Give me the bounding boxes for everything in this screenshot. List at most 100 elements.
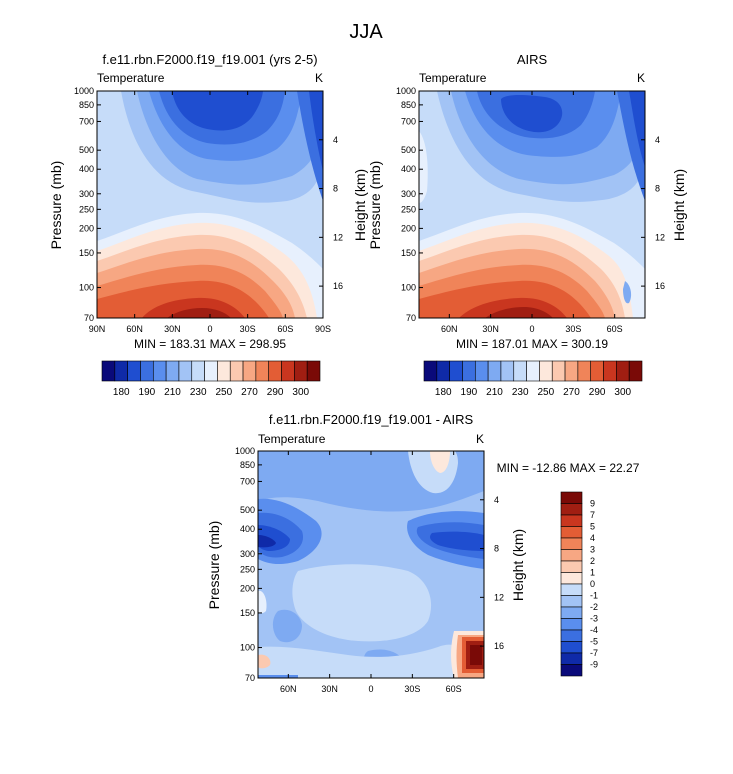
y2-axis-label: Height (km): [671, 169, 687, 241]
y-tick-label: 150: [401, 248, 416, 258]
y-tick-label: 150: [79, 248, 94, 258]
colorbar-box: [487, 360, 502, 382]
colorbar-label: -9: [590, 660, 598, 670]
y-tick-label: 700: [79, 116, 94, 126]
min-max-stats: MIN = 183.31 MAX = 298.95: [134, 337, 286, 351]
y-tick-label: 70: [406, 313, 416, 323]
colorbar-box: [564, 360, 579, 382]
y-tick-label: 400: [79, 164, 94, 174]
contour-band: [167, 308, 231, 318]
colorbar-box: [616, 360, 630, 382]
colorbar-box: [436, 360, 450, 382]
colorbar-label: 250: [537, 387, 554, 398]
figure-title: JJA: [349, 21, 383, 43]
colorbar-box: [140, 360, 154, 382]
y2-tick-label: 12: [333, 232, 343, 242]
colorbar-box: [294, 360, 308, 382]
colorbar-box: [178, 360, 193, 382]
y-tick-label: 400: [240, 524, 255, 534]
y-axis-label: Pressure (mb): [367, 161, 383, 250]
contour-band: [629, 91, 645, 167]
y-axis-label: Pressure (mb): [206, 521, 222, 610]
y-tick-label: 1000: [396, 86, 416, 96]
variable-label: Temperature: [258, 432, 326, 446]
colorbar-label: -5: [590, 637, 598, 647]
panel-difference: f.e11.rbn.F2000.f19_f19.001 - AIRS Tempe…: [206, 412, 640, 694]
contour-band: [623, 281, 632, 304]
panel-model: f.e11.rbn.F2000.f19_f19.001 (yrs 2-5) Te…: [48, 52, 368, 398]
min-max-stats: MIN = 187.01 MAX = 300.19: [456, 337, 608, 351]
y2-tick-label: 16: [333, 281, 343, 291]
y-axis-label: Pressure (mb): [48, 161, 64, 250]
colorbar-box: [628, 360, 643, 382]
colorbar-box: [500, 360, 515, 382]
y-tick-label: 300: [240, 549, 255, 559]
colorbar-box: [560, 491, 583, 504]
colorbar-box: [127, 360, 141, 382]
y-tick-label: 400: [401, 164, 416, 174]
contour-band: [258, 535, 276, 548]
colorbar-label: 270: [563, 387, 580, 398]
colorbar-box: [560, 514, 583, 527]
panel-title: f.e11.rbn.F2000.f19_f19.001 - AIRS: [269, 412, 474, 427]
colorbar-label: 270: [241, 387, 258, 398]
colorbar: 180 190 210 230 250 270 290 300: [423, 360, 643, 398]
colorbar-box: [560, 595, 583, 608]
colorbar-label: 2: [590, 556, 595, 566]
colorbar-label: 290: [589, 387, 606, 398]
plot-area: [419, 91, 645, 318]
y-tick-label: 700: [240, 476, 255, 486]
y-tick-label: 100: [401, 283, 416, 293]
colorbar-label: 0: [590, 579, 595, 589]
x-tick-label: 30N: [482, 324, 499, 334]
x-tick-label: 60N: [126, 324, 143, 334]
x-tick-label: 60S: [607, 324, 623, 334]
colorbar-box: [560, 526, 583, 539]
y2-tick-label: 4: [655, 135, 660, 145]
y-tick-label: 500: [240, 505, 255, 515]
colorbar-box: [539, 360, 553, 382]
colorbar-box: [281, 360, 295, 382]
contour-band: [470, 645, 482, 665]
y2-axis-label: Height (km): [352, 169, 368, 241]
x-tick-label: 30N: [321, 684, 338, 694]
plot-area: [97, 91, 323, 318]
colorbar-box: [229, 360, 244, 382]
y-tick-label: 150: [240, 608, 255, 618]
units-label: K: [637, 71, 645, 85]
y-tick-label: 700: [401, 116, 416, 126]
colorbar-label: 300: [614, 387, 631, 398]
colorbar-box: [191, 360, 205, 382]
colorbar-box: [590, 360, 604, 382]
colorbar-label: 300: [292, 387, 309, 398]
contour-band: [258, 654, 271, 669]
colorbar-box: [255, 360, 270, 382]
plot-area: [258, 451, 484, 678]
colorbar: 180 190 210 230 250 270 290 300: [101, 360, 321, 398]
colorbar-box: [560, 618, 583, 631]
y2-tick-label: 12: [655, 232, 665, 242]
y-tick-label: 300: [401, 189, 416, 199]
colorbar-box: [513, 360, 527, 382]
x-tick-label: 30S: [565, 324, 581, 334]
contour-band: [292, 564, 432, 642]
variable-label: Temperature: [97, 71, 165, 85]
colorbar-label: 190: [139, 387, 156, 398]
contour-band: [501, 95, 563, 133]
contour-band: [172, 91, 263, 131]
contour-band: [258, 644, 464, 678]
contour-band: [272, 609, 302, 643]
colorbar-box: [101, 360, 116, 382]
colorbar-box: [114, 360, 128, 382]
x-tick-label: 0: [368, 684, 373, 694]
y-tick-label: 250: [240, 564, 255, 574]
plot-frame: 70 100 150 200 250 300 400 500 700 850 1000 60N 30N 0…: [396, 86, 665, 334]
plot-frame: 70 100 150 200 250 300 400 500 700 850 1000 90N 60N 3…: [74, 86, 343, 334]
x-tick-label: 0: [207, 324, 212, 334]
x-tick-label: 0: [529, 324, 534, 334]
y-tick-label: 200: [79, 223, 94, 233]
colorbar-label: 210: [164, 387, 181, 398]
contour-band: [430, 451, 450, 473]
colorbar-box: [526, 360, 540, 382]
y2-tick-label: 4: [333, 135, 338, 145]
